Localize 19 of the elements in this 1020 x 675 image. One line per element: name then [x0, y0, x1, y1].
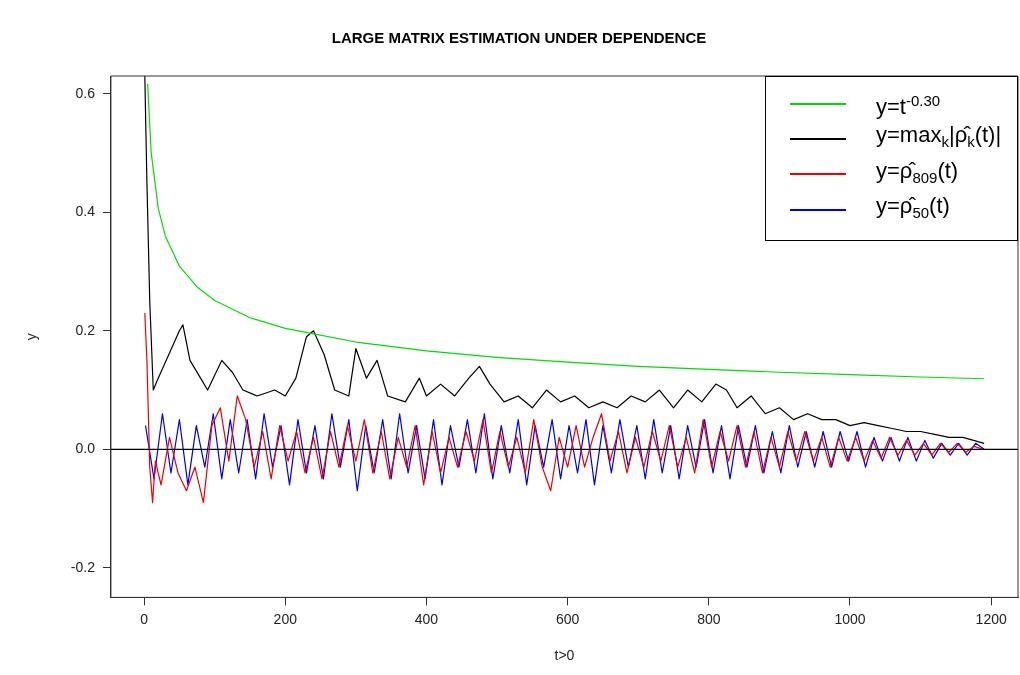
x-tick-label: 200 — [273, 610, 298, 627]
y-tick-label: 0.2 — [75, 321, 96, 338]
y-tick-label: 0.6 — [75, 84, 96, 101]
y-tick-label: 0.0 — [75, 440, 96, 457]
legend-label: y=t$^{-0.30}$ — [876, 91, 941, 122]
chart-title: LARGE MATRIX ESTIMATION UNDER DEPENDENCE — [331, 29, 707, 47]
x-tick-label: 600 — [555, 610, 580, 627]
x-tick-label: 400 — [414, 610, 439, 627]
legend-label: y=ρ̂$_{50}$(t) — [876, 192, 950, 224]
legend-label: y=ρ̂$_{809}$(t) — [876, 156, 959, 189]
x-tick-label: 1000 — [834, 610, 866, 627]
x-axis-title: t>0 — [554, 647, 575, 664]
y-axis-title: y — [23, 333, 40, 341]
x-tick-label: 1200 — [975, 610, 1007, 627]
x-tick-label: 800 — [697, 610, 721, 627]
legend-label: y=max$_{k}$|ρ̂$_{k}$(t)| — [876, 121, 1002, 153]
x-tick-label: 0 — [140, 610, 149, 627]
y-tick-label: -0.2 — [70, 558, 96, 575]
y-tick-label: 0.4 — [75, 203, 96, 220]
